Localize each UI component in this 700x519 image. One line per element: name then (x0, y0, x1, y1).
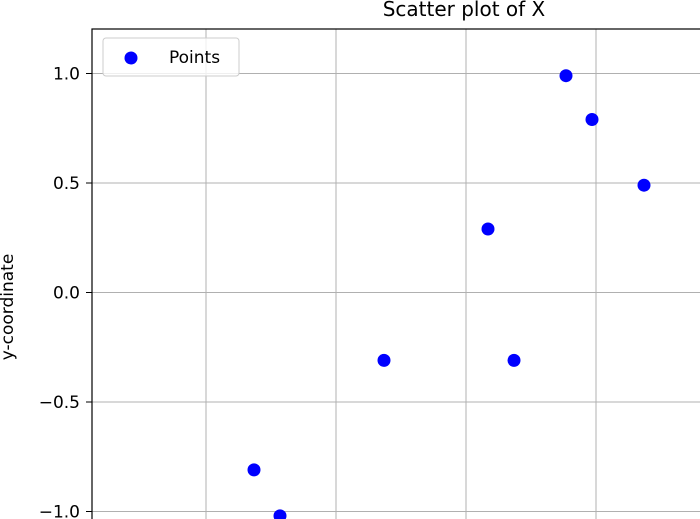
data-point (585, 112, 599, 126)
data-point (637, 178, 651, 192)
legend-box (102, 37, 240, 77)
y-tick-label: −1.0 (39, 503, 80, 519)
data-point (273, 509, 287, 519)
data-points (247, 69, 651, 519)
chart-title: Scatter plot of X (383, 0, 546, 21)
legend: Points (102, 37, 240, 77)
data-point (247, 463, 261, 477)
data-point (507, 353, 521, 367)
data-point (559, 69, 573, 83)
y-tick-label: −0.5 (39, 393, 80, 413)
plot-frame (91, 28, 700, 519)
legend-marker (124, 51, 138, 65)
y-tick-label: 0.5 (53, 174, 80, 194)
y-axis-ticks: 1.0 0.5 0.0 −0.5 −1.0 (39, 65, 92, 519)
data-point (377, 353, 391, 367)
y-tick-label: 0.0 (53, 284, 80, 304)
y-tick-label: 1.0 (53, 65, 80, 85)
legend-label-points: Points (169, 48, 220, 68)
grid (92, 29, 700, 519)
y-axis-label: y-coordinate (0, 254, 18, 361)
data-point (481, 222, 495, 236)
